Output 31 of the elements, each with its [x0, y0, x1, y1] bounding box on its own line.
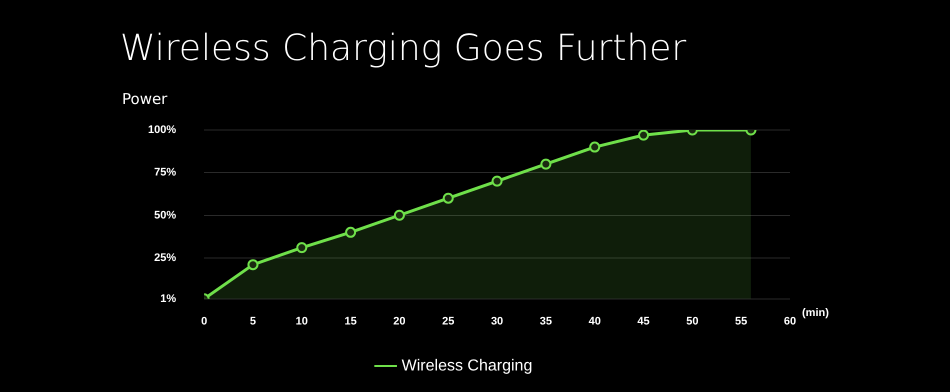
y-tick-label: 1% [160, 292, 176, 305]
x-tick-label: 15 [344, 315, 357, 328]
point [296, 242, 308, 254]
point [638, 130, 650, 141]
x-axis-title: (min) [802, 306, 829, 319]
x-tick-label: 45 [637, 315, 650, 328]
point [492, 176, 503, 187]
x-tick-label: 0 [201, 315, 208, 328]
point [442, 192, 454, 204]
y-axis-title: Power [122, 90, 168, 108]
point [247, 259, 258, 270]
point [345, 226, 356, 238]
x-tick-label: 55 [735, 315, 748, 328]
x-tick-label: 60 [784, 315, 796, 328]
y-tick-label: 50% [154, 209, 176, 222]
point [394, 210, 405, 221]
point [540, 158, 552, 170]
chart-title: Wireless Charging Goes Further [120, 28, 686, 69]
y-tick-label: 100% [148, 124, 176, 136]
legend-label: Wireless Charging [402, 357, 532, 374]
x-tick-label: 50 [686, 315, 698, 328]
point [589, 142, 600, 153]
x-tick-label: 30 [490, 315, 504, 328]
x-tick-label: 25 [442, 315, 454, 328]
y-tick-label: 25% [154, 252, 176, 264]
y-tick-label: 75% [154, 166, 176, 179]
x-tick-label: 20 [393, 315, 406, 328]
x-tick-label: 40 [588, 315, 601, 328]
x-tick-label: 35 [540, 315, 552, 328]
x-tick-label: 10 [296, 315, 308, 328]
x-tick-label: 5 [250, 315, 256, 328]
